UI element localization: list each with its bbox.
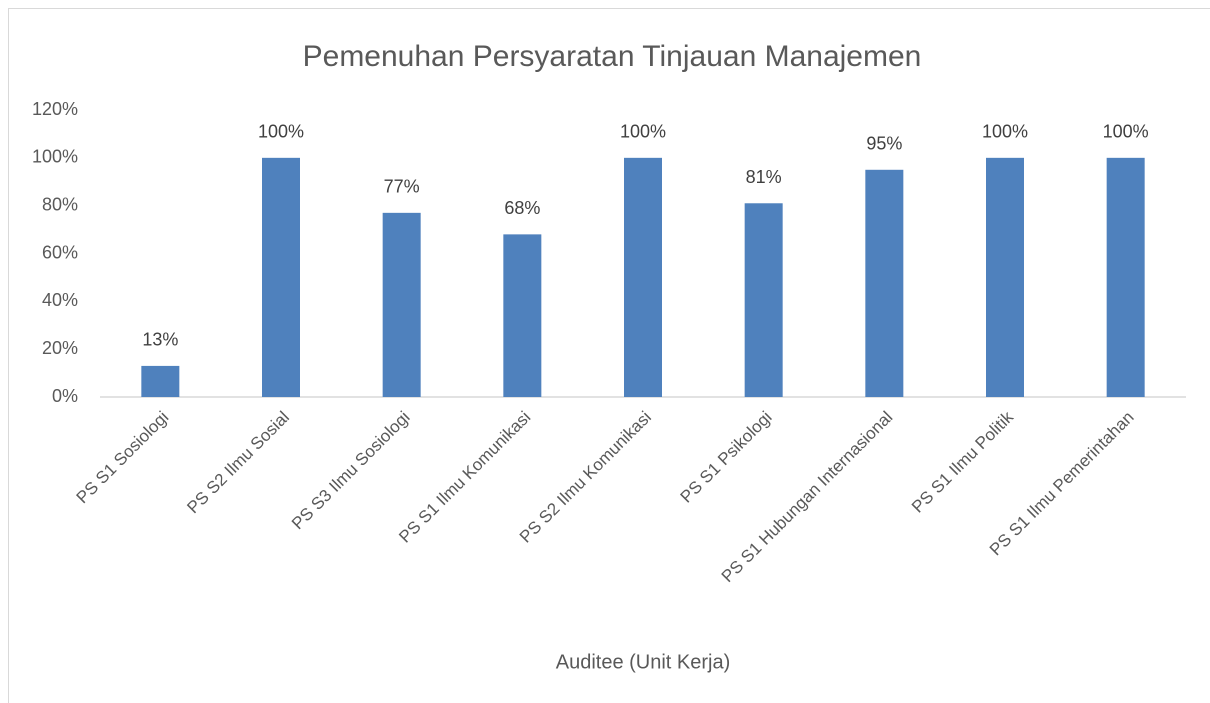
y-tick-label: 40% bbox=[42, 290, 78, 310]
chart-frame bbox=[8, 8, 1210, 703]
y-tick-label: 120% bbox=[32, 99, 78, 119]
bar bbox=[1106, 157, 1145, 397]
y-tick-label: 0% bbox=[52, 386, 78, 406]
value-label: 100% bbox=[620, 122, 666, 142]
y-tick-label: 60% bbox=[42, 242, 78, 262]
y-tick-label: 100% bbox=[32, 147, 78, 167]
value-label: 95% bbox=[866, 134, 902, 154]
value-label: 13% bbox=[142, 330, 178, 350]
value-label: 100% bbox=[1103, 122, 1149, 142]
x-axis-title: Auditee (Unit Kerja) bbox=[556, 651, 731, 673]
bar bbox=[865, 169, 904, 397]
value-label: 100% bbox=[258, 122, 304, 142]
y-tick-label: 20% bbox=[42, 338, 78, 358]
chart-title: Pemenuhan Persyaratan Tinjauan Manajemen bbox=[303, 40, 922, 73]
value-label: 77% bbox=[384, 177, 420, 197]
value-label: 100% bbox=[982, 122, 1028, 142]
bar bbox=[624, 157, 662, 397]
bar bbox=[986, 157, 1024, 397]
bar bbox=[503, 234, 542, 397]
bar bbox=[262, 157, 300, 397]
y-tick-label: 80% bbox=[42, 194, 78, 214]
bar bbox=[744, 203, 783, 397]
value-label: 81% bbox=[746, 167, 782, 187]
bar bbox=[382, 212, 421, 397]
value-label: 68% bbox=[504, 198, 540, 218]
bar bbox=[141, 365, 180, 397]
